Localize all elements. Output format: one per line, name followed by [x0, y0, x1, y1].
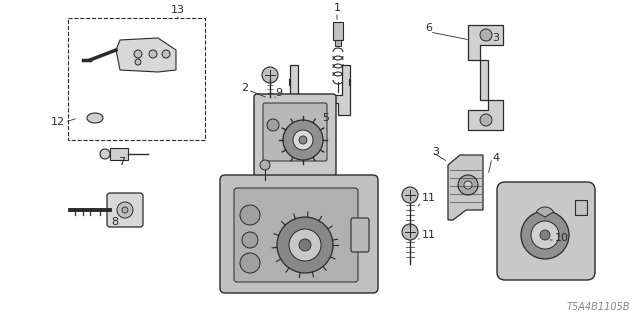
Circle shape [299, 136, 307, 144]
Circle shape [117, 202, 133, 218]
Polygon shape [116, 38, 176, 72]
Ellipse shape [87, 113, 103, 123]
Circle shape [480, 114, 492, 126]
Text: 3: 3 [432, 147, 439, 157]
Circle shape [521, 211, 569, 259]
Circle shape [289, 229, 321, 261]
Polygon shape [290, 65, 350, 115]
FancyBboxPatch shape [351, 218, 369, 252]
Circle shape [162, 50, 170, 58]
Text: 3: 3 [492, 33, 499, 43]
Circle shape [135, 59, 141, 65]
Circle shape [100, 149, 110, 159]
Text: 7: 7 [118, 157, 125, 167]
Circle shape [262, 67, 278, 83]
FancyBboxPatch shape [254, 94, 336, 176]
Polygon shape [468, 25, 503, 130]
FancyBboxPatch shape [220, 175, 378, 293]
Circle shape [240, 205, 260, 225]
Text: 1: 1 [333, 3, 340, 13]
Bar [110, 148, 128, 160]
Circle shape [458, 175, 478, 195]
Circle shape [299, 239, 311, 251]
Wedge shape [536, 207, 554, 217]
Text: 9: 9 [275, 88, 282, 98]
Circle shape [149, 50, 157, 58]
Text: 11: 11 [422, 193, 436, 203]
Circle shape [267, 119, 279, 131]
FancyBboxPatch shape [234, 188, 358, 282]
Text: 5: 5 [323, 113, 330, 123]
Circle shape [402, 224, 418, 240]
Text: 13: 13 [171, 5, 185, 15]
Circle shape [480, 29, 492, 41]
FancyBboxPatch shape [497, 182, 595, 280]
Text: T5A4B1105B: T5A4B1105B [566, 302, 630, 312]
Circle shape [402, 187, 418, 203]
Text: 12: 12 [51, 117, 65, 127]
FancyBboxPatch shape [107, 193, 143, 227]
Circle shape [260, 160, 270, 170]
Text: 11: 11 [422, 230, 436, 240]
Circle shape [540, 230, 550, 240]
Bar [68, 18, 205, 140]
Circle shape [277, 217, 333, 273]
Circle shape [293, 130, 313, 150]
Text: 8: 8 [111, 217, 118, 227]
Circle shape [464, 181, 472, 189]
FancyBboxPatch shape [263, 103, 327, 161]
Text: 4: 4 [492, 153, 499, 163]
Bar [335, 40, 341, 46]
Text: 6: 6 [425, 23, 432, 33]
Bar [333, 22, 343, 40]
Circle shape [531, 221, 559, 249]
Circle shape [122, 207, 128, 213]
Polygon shape [448, 155, 483, 220]
Circle shape [134, 50, 142, 58]
Polygon shape [575, 200, 587, 215]
Text: 10: 10 [555, 233, 569, 243]
Text: 2: 2 [241, 83, 248, 93]
Circle shape [242, 232, 258, 248]
Circle shape [283, 120, 323, 160]
Circle shape [240, 253, 260, 273]
